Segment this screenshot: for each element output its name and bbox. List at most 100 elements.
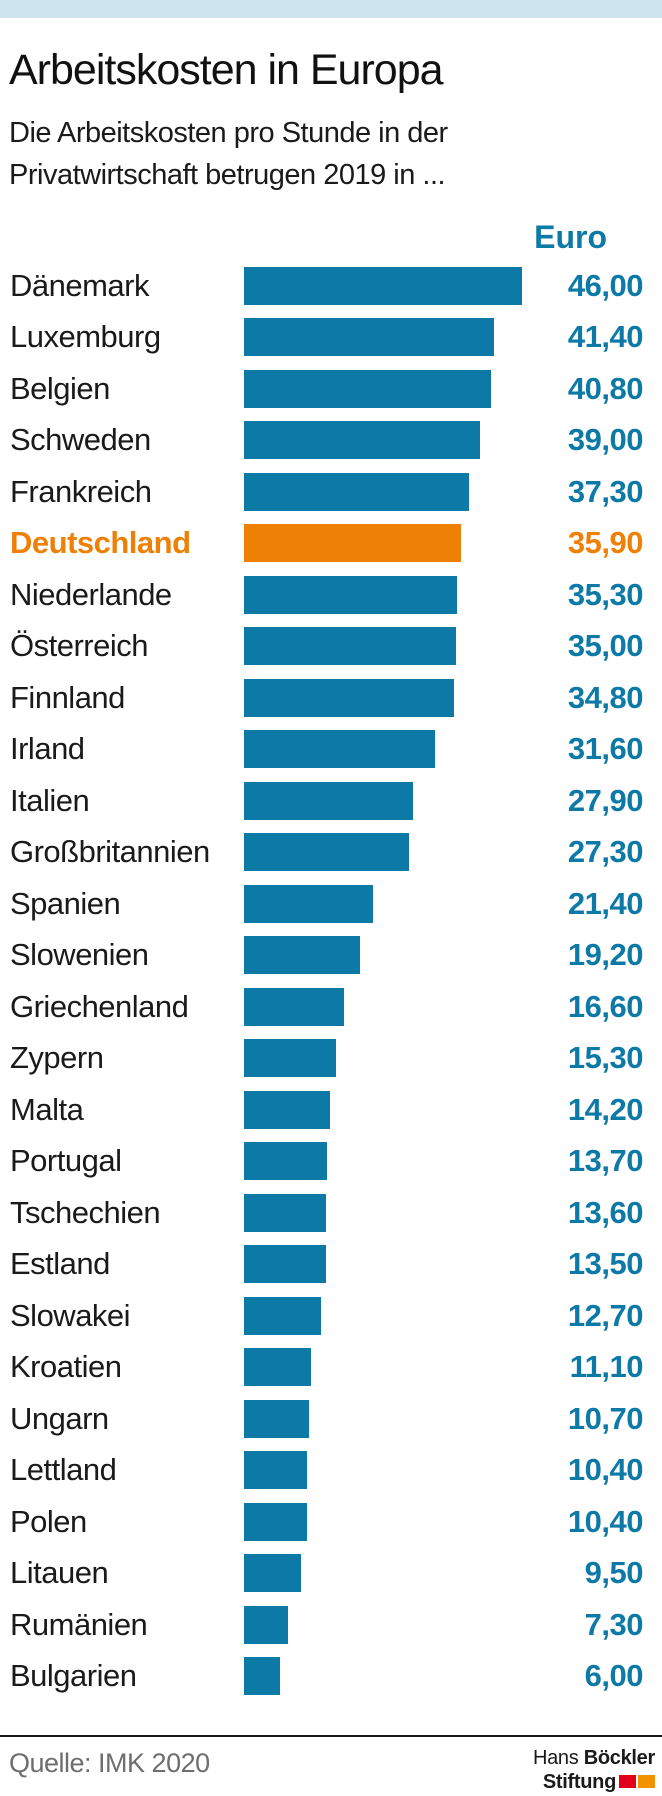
country-label: Bulgarien <box>10 1658 137 1694</box>
country-label: Portugal <box>10 1143 122 1179</box>
bar-track <box>244 266 539 305</box>
country-label: Rumänien <box>10 1606 148 1642</box>
bar-track <box>244 1039 539 1078</box>
bar-track <box>244 472 539 511</box>
value-bar <box>244 1502 307 1541</box>
value-bar <box>244 575 457 614</box>
chart-title: Arbeitskosten in Europa <box>9 46 444 94</box>
value-label: 13,70 <box>567 1143 644 1179</box>
value-bar <box>244 833 409 872</box>
chart-row: Niederlande 35,30 <box>0 569 662 621</box>
country-label: Österreich <box>10 628 148 664</box>
chart-row: Belgien 40,80 <box>0 363 662 415</box>
chart-row: Spanien 21,40 <box>0 878 662 930</box>
bar-track <box>244 1245 539 1284</box>
value-label: 6,00 <box>584 1658 644 1694</box>
value-bar <box>244 1348 311 1387</box>
chart-row: Polen 10,40 <box>0 1496 662 1548</box>
value-label: 10,40 <box>567 1503 644 1539</box>
value-bar <box>244 987 344 1026</box>
value-label: 35,90 <box>567 525 644 561</box>
value-bar <box>244 730 435 769</box>
footer-divider <box>0 1735 662 1737</box>
bar-track <box>244 730 539 769</box>
logo-word-boeckler: Böckler <box>583 1747 656 1769</box>
value-label: 10,70 <box>567 1400 644 1436</box>
country-label: Litauen <box>10 1555 109 1591</box>
value-label: 37,30 <box>567 473 644 509</box>
chart-row: Zypern 15,30 <box>0 1033 662 1085</box>
value-label: 10,40 <box>567 1452 644 1488</box>
bar-track <box>244 833 539 872</box>
value-bar <box>244 369 491 408</box>
chart-row: Frankreich 37,30 <box>0 466 662 518</box>
country-label: Großbritannien <box>10 834 210 870</box>
country-label: Irland <box>10 731 85 767</box>
logo-word-hans: Hans <box>532 1747 579 1769</box>
chart-row: Ungarn 10,70 <box>0 1393 662 1445</box>
header-stripe <box>0 0 662 18</box>
bar-track <box>244 1296 539 1335</box>
chart-row: Malta 14,20 <box>0 1084 662 1136</box>
value-bar <box>244 1554 301 1593</box>
source-text: Quelle: IMK 2020 <box>9 1748 210 1778</box>
value-label: 35,00 <box>567 628 644 664</box>
value-label: 11,10 <box>569 1349 644 1385</box>
bar-track <box>244 318 539 357</box>
value-label: 14,20 <box>567 1091 644 1127</box>
value-bar <box>244 266 522 305</box>
value-bar <box>244 884 373 923</box>
hans-boeckler-stiftung-logo: Hans Böckler Stiftung <box>533 1746 655 1794</box>
bar-track <box>244 678 539 717</box>
value-bar <box>244 627 456 666</box>
logo-red-square <box>619 1775 636 1788</box>
value-bar <box>244 1399 309 1438</box>
value-bar <box>244 421 480 460</box>
chart-row: Lettland 10,40 <box>0 1445 662 1497</box>
logo-word-stiftung: Stiftung <box>542 1771 616 1793</box>
chart-row: Irland 31,60 <box>0 724 662 776</box>
chart-row: Dänemark 46,00 <box>0 260 662 312</box>
value-bar <box>244 1657 280 1696</box>
bar-track <box>244 369 539 408</box>
chart-row: Kroatien 11,10 <box>0 1342 662 1394</box>
chart-row: Finnland 34,80 <box>0 672 662 724</box>
value-bar <box>244 1605 288 1644</box>
country-label: Italien <box>10 782 90 818</box>
value-bar <box>244 1193 326 1232</box>
value-bar <box>244 936 360 975</box>
value-bar <box>244 1245 326 1284</box>
logo-line2: Stiftung <box>533 1770 655 1794</box>
country-label: Griechenland <box>10 988 189 1024</box>
value-label: 31,60 <box>567 731 644 767</box>
value-label: 39,00 <box>567 422 644 458</box>
chart-row: Bulgarien 6,00 <box>0 1651 662 1703</box>
value-label: 27,90 <box>567 782 644 818</box>
value-bar <box>244 1142 327 1181</box>
value-bar <box>244 678 454 717</box>
value-label: 40,80 <box>567 370 644 406</box>
logo-line1: Hans Böckler <box>533 1746 655 1770</box>
value-label: 21,40 <box>567 885 644 921</box>
bar-track <box>244 627 539 666</box>
value-label: 9,50 <box>584 1555 644 1591</box>
bar-track <box>244 1502 539 1541</box>
chart-row: Luxemburg 41,40 <box>0 312 662 364</box>
chart-row: Rumänien 7,30 <box>0 1599 662 1651</box>
bar-track <box>244 1348 539 1387</box>
chart-row: Portugal 13,70 <box>0 1136 662 1188</box>
chart-row: Estland 13,50 <box>0 1239 662 1291</box>
bar-track <box>244 936 539 975</box>
bar-track <box>244 1193 539 1232</box>
value-bar <box>244 524 461 563</box>
value-bar <box>244 1090 330 1129</box>
country-label: Deutschland <box>10 525 191 561</box>
country-label: Dänemark <box>10 267 150 303</box>
chart-row: Tschechien 13,60 <box>0 1187 662 1239</box>
value-label: 7,30 <box>584 1606 644 1642</box>
value-label: 41,40 <box>567 319 644 355</box>
country-label: Spanien <box>10 885 121 921</box>
logo-orange-square <box>638 1775 655 1788</box>
chart-row: Slowenien 19,20 <box>0 930 662 982</box>
